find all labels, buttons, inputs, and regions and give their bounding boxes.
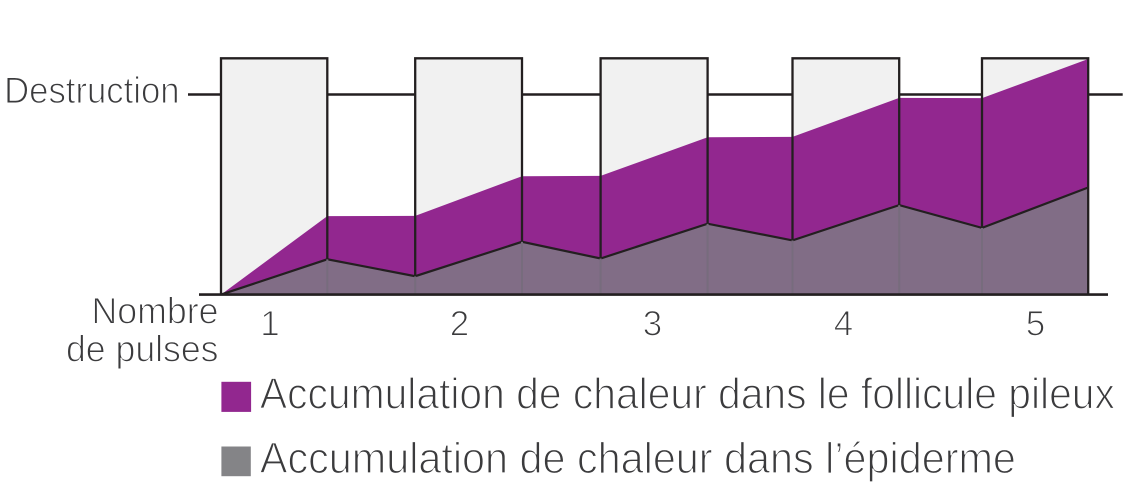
- svg-text:5: 5: [1026, 304, 1045, 343]
- svg-text:3: 3: [643, 304, 662, 343]
- svg-text:4: 4: [834, 304, 853, 343]
- svg-text:Destruction: Destruction: [4, 69, 180, 111]
- svg-text:Accumulation de chaleur dans l: Accumulation de chaleur dans le follicul…: [260, 370, 1115, 419]
- svg-text:1: 1: [260, 304, 279, 343]
- svg-text:2: 2: [450, 304, 469, 343]
- svg-text:Accumulation de chaleur dans l: Accumulation de chaleur dans l’épiderme: [260, 434, 1016, 483]
- svg-text:de pulses: de pulses: [66, 327, 219, 369]
- svg-text:Nombre: Nombre: [92, 290, 219, 332]
